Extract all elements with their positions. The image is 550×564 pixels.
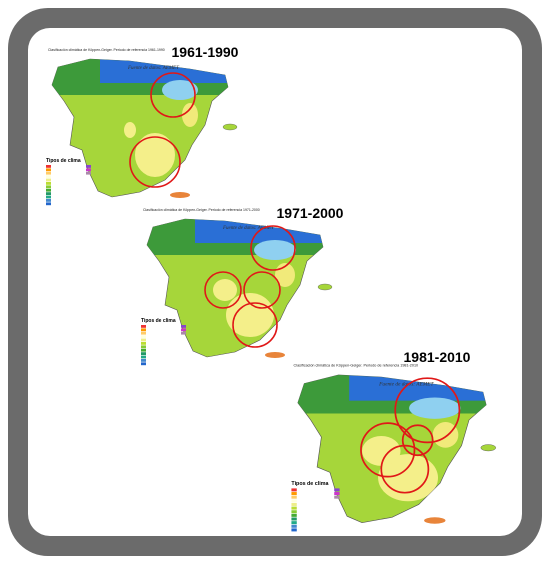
zone-yellow (182, 103, 198, 127)
legend-swatch (334, 495, 340, 499)
legend-swatch (46, 202, 51, 206)
legend-title: Tipos de clima (46, 158, 81, 164)
highlight-circle (150, 72, 196, 118)
legend-swatch (291, 495, 297, 499)
canary (265, 352, 285, 358)
zone-lightblue (162, 80, 198, 100)
zone-yellow (124, 122, 136, 138)
legend-swatch (141, 352, 146, 355)
highlight-circle (380, 444, 430, 494)
legend-swatch (291, 513, 297, 517)
legend-swatch (141, 328, 146, 332)
zone-yellow (432, 422, 459, 448)
period-label: 1981-2010 (404, 349, 471, 365)
legend-swatch (46, 195, 51, 199)
maps: Clasificación climática de Köppen-Geiger… (46, 44, 497, 532)
legend-swatch (141, 348, 146, 352)
legend-swatch (46, 168, 51, 172)
legend-swatch (46, 171, 51, 175)
legend-swatch (334, 492, 340, 496)
legend-swatch (181, 325, 186, 328)
legend-swatch (291, 488, 297, 492)
zone-yellow (135, 133, 175, 177)
legend-swatch (141, 345, 146, 349)
legend-title: Tipos de clima (141, 318, 176, 324)
map-title: Clasificación climática de Köppen-Geiger… (143, 208, 260, 212)
legend-swatch (291, 510, 297, 514)
highlight-circle (250, 225, 296, 271)
legend-swatch (86, 171, 91, 175)
legend-swatch (141, 362, 146, 366)
legend-swatch (291, 492, 297, 496)
legend-swatch (291, 521, 297, 525)
balearic (317, 283, 333, 291)
source: Fuente de datos: AEMET (127, 66, 180, 71)
zone-lightblue (254, 240, 296, 260)
legend-swatch (291, 502, 297, 506)
climate-zones (52, 59, 228, 177)
legend-swatch (334, 488, 340, 492)
legend-swatch (46, 185, 51, 189)
period-label: 1961-1990 (172, 44, 239, 60)
legend-swatch (291, 506, 297, 510)
legend-swatch (46, 199, 51, 202)
legend-swatch (46, 182, 51, 185)
highlight-circle (129, 136, 181, 188)
zone-yellow (362, 435, 401, 466)
legend-swatch (291, 517, 297, 521)
source: Fuente de datos: AEMET (378, 382, 434, 388)
legend-swatch (46, 188, 51, 192)
balearic (480, 444, 497, 452)
legend-swatch (46, 165, 51, 168)
canary (424, 517, 446, 524)
highlight-circle (232, 302, 278, 348)
canary (170, 192, 190, 198)
highlight-circle (360, 422, 416, 478)
highlight-circle (243, 271, 281, 309)
legend-swatch (141, 355, 146, 359)
highlight-circle (401, 424, 434, 457)
legend-swatch (86, 168, 91, 172)
legend-swatch (291, 528, 297, 532)
source: Fuente de datos: AEMET (222, 226, 275, 231)
legend-swatch (46, 192, 51, 195)
climate-map: Clasificación climática de Köppen-Geiger… (46, 48, 238, 206)
zone-yellow (213, 279, 237, 301)
legend-title: Tipos de clima (291, 481, 328, 487)
legend-swatch (181, 331, 186, 335)
map-title: Clasificación climática de Köppen-Geiger… (294, 363, 419, 367)
legend-swatch (141, 342, 146, 345)
legend-swatch (291, 524, 297, 528)
map-title: Clasificación climática de Köppen-Geiger… (48, 48, 165, 52)
zone-lightblue (409, 397, 461, 419)
legend-swatch (181, 328, 186, 332)
highlight-circle (394, 377, 461, 444)
legend-swatch (141, 338, 146, 342)
legend-swatch (141, 331, 146, 335)
legend-swatch (141, 325, 146, 328)
period-label: 1971-2000 (277, 205, 344, 221)
legend-swatch (141, 335, 146, 338)
balearic (222, 123, 238, 131)
legend-swatch (46, 175, 51, 178)
legend-swatch (86, 165, 91, 168)
highlight-circle (204, 271, 242, 309)
legend-swatch (291, 499, 297, 503)
legend-swatch (141, 359, 146, 362)
legend-swatch (46, 178, 51, 182)
